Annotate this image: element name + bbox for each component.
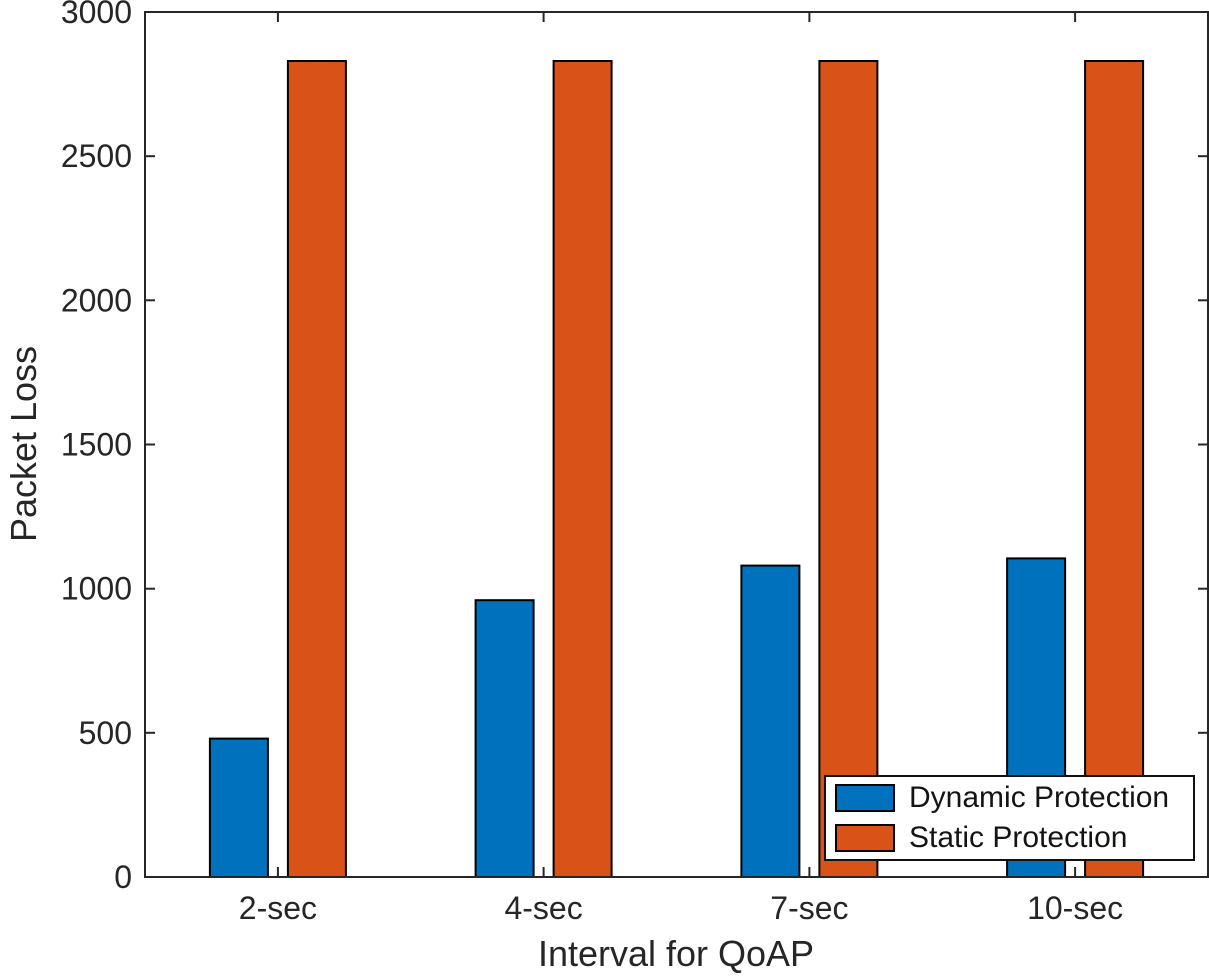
- legend: Dynamic Protection Static Protection: [824, 775, 1195, 861]
- y-axis-label: Packet Loss: [3, 346, 44, 542]
- bar-static-protection-4-sec: [552, 60, 613, 878]
- y-tick-label-3000: 3000: [61, 0, 132, 30]
- ticks-layer: [145, 11, 1208, 878]
- legend-label-static-protection: Static Protection: [909, 821, 1128, 854]
- y-tick-label-1500: 1500: [61, 427, 132, 463]
- tick-labels-layer: 0 500 1000 1500 2000 2500 3000 2-sec 4-sec 7-sec 1…: [61, 0, 1123, 926]
- y-tick-label-1000: 1000: [61, 571, 132, 607]
- x-tick-label-4-sec: 4-sec: [504, 890, 582, 926]
- bar-static-protection-7-sec: [818, 60, 879, 878]
- x-tick-label-7-sec: 7-sec: [770, 890, 848, 926]
- y-tick-label-2000: 2000: [61, 282, 132, 318]
- y-tick-label-0: 0: [114, 859, 132, 895]
- bar-static-protection-2-sec: [286, 60, 347, 878]
- x-tick-label-2-sec: 2-sec: [239, 890, 317, 926]
- bars-layer: [208, 60, 1145, 879]
- y-tick-label-500: 500: [79, 715, 132, 751]
- x-axis-label: Interval for QoAP: [538, 933, 814, 974]
- bar-dynamic-protection-7-sec: [740, 564, 801, 878]
- legend-item-dynamic-protection: Dynamic Protection: [835, 779, 1193, 817]
- y-tick-label-2500: 2500: [61, 138, 132, 174]
- legend-label-dynamic-protection: Dynamic Protection: [909, 781, 1170, 814]
- legend-swatch-static-protection: [835, 824, 895, 852]
- bar-static-protection-10-sec: [1084, 60, 1145, 878]
- bar-dynamic-protection-2-sec: [208, 737, 269, 878]
- legend-swatch-dynamic-protection: [835, 784, 895, 812]
- legend-item-static-protection: Static Protection: [835, 819, 1193, 857]
- bar-dynamic-protection-4-sec: [474, 599, 535, 878]
- x-tick-label-10-sec: 10-sec: [1027, 890, 1123, 926]
